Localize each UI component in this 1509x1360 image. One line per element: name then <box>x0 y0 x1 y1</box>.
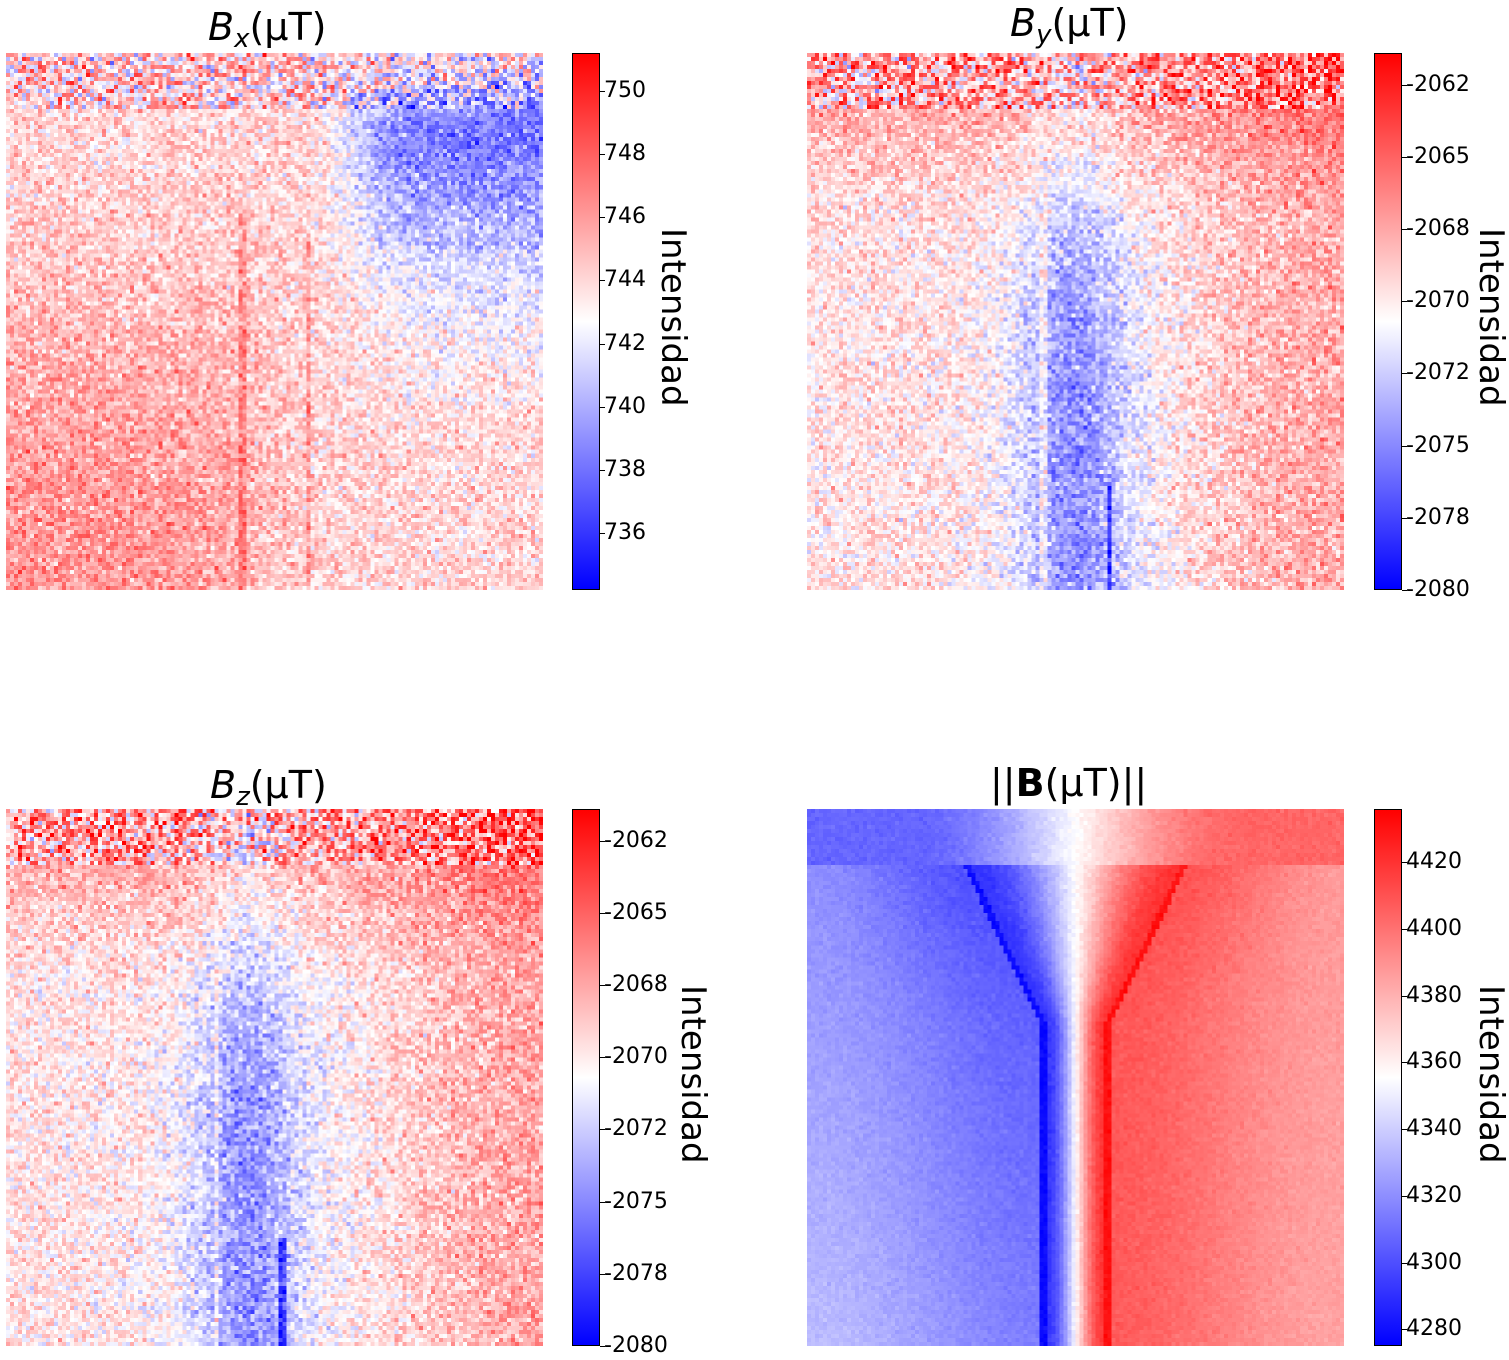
colorbar-tick <box>600 407 605 408</box>
by-heatmap <box>807 53 1344 590</box>
colorbar-tick <box>600 280 605 281</box>
colorbar-tick-label: -2080 <box>1406 577 1470 602</box>
colorbar-tick-label: 4380 <box>1406 983 1462 1008</box>
colorbar-tick-label: -2062 <box>1406 72 1470 97</box>
colorbar-tick-label: -2078 <box>1406 505 1470 530</box>
colorbar-tick <box>600 91 605 92</box>
colorbar-tick-label: -2075 <box>604 1189 668 1214</box>
colorbar-tick <box>600 985 605 986</box>
colorbar-tick <box>1402 301 1407 302</box>
colorbar-tick-label: 736 <box>604 520 646 545</box>
colorbar-tick <box>600 217 605 218</box>
colorbar-tick <box>600 1202 605 1203</box>
by-colorbar-label: Intensidad <box>1471 228 1509 407</box>
colorbar-tick-label: 4360 <box>1406 1049 1462 1074</box>
colorbar-tick-label: 744 <box>604 267 646 292</box>
colorbar-tick <box>600 1274 605 1275</box>
bx-heatmap <box>6 53 543 590</box>
bmag-heatmap <box>807 809 1344 1346</box>
colorbar-tick <box>1402 862 1407 863</box>
bx-colorbar <box>572 53 600 590</box>
bx-colorbar-label: Intensidad <box>653 228 693 407</box>
colorbar-tick-label: -2070 <box>1406 288 1470 313</box>
bz-heatmap <box>6 809 543 1346</box>
colorbar-tick-label: 750 <box>604 78 646 103</box>
colorbar-tick-label: 4340 <box>1406 1116 1462 1141</box>
colorbar-tick-label: 738 <box>604 457 646 482</box>
colorbar-tick-label: -2068 <box>1406 216 1470 241</box>
bx-title: Bx(μT) <box>208 5 327 54</box>
colorbar-tick-label: -2078 <box>604 1261 668 1286</box>
colorbar-tick-label: 4420 <box>1406 849 1462 874</box>
colorbar-tick-label: 748 <box>604 141 646 166</box>
colorbar-tick-label: -2065 <box>604 900 668 925</box>
colorbar-tick <box>600 344 605 345</box>
colorbar-tick <box>1402 1329 1407 1330</box>
colorbar-tick <box>1402 996 1407 997</box>
colorbar-tick-label: 740 <box>604 394 646 419</box>
colorbar-tick <box>600 841 605 842</box>
colorbar-tick <box>1402 373 1407 374</box>
colorbar-tick <box>1402 1062 1407 1063</box>
colorbar-tick <box>1402 1129 1407 1130</box>
colorbar-tick <box>1402 229 1407 230</box>
colorbar-tick-label: 746 <box>604 204 646 229</box>
by-title: By(μT) <box>1010 1 1129 50</box>
colorbar-tick <box>1402 1263 1407 1264</box>
colorbar-tick <box>1402 157 1407 158</box>
colorbar-tick-label: -2062 <box>604 828 668 853</box>
colorbar-tick <box>600 533 605 534</box>
colorbar-tick <box>600 1346 605 1347</box>
bmag-colorbar <box>1374 809 1402 1346</box>
colorbar-tick-label: -2072 <box>1406 360 1470 385</box>
bmag-title: ||B(μT)|| <box>990 761 1148 805</box>
colorbar-tick <box>1402 929 1407 930</box>
colorbar-tick <box>600 1129 605 1130</box>
colorbar-tick-label: -2070 <box>604 1044 668 1069</box>
colorbar-tick-label: -2080 <box>604 1333 668 1358</box>
bz-colorbar-label: Intensidad <box>673 985 713 1164</box>
colorbar-tick <box>600 913 605 914</box>
colorbar-tick <box>1402 518 1407 519</box>
colorbar-tick <box>1402 1196 1407 1197</box>
bmag-colorbar-label: Intensidad <box>1471 985 1509 1164</box>
colorbar-tick <box>1402 85 1407 86</box>
colorbar-tick-label: -2075 <box>1406 433 1470 458</box>
colorbar-tick-label: 4300 <box>1406 1250 1462 1275</box>
colorbar-tick-label: -2068 <box>604 972 668 997</box>
colorbar-tick-label: -2065 <box>1406 144 1470 169</box>
bz-colorbar <box>572 809 600 1346</box>
colorbar-tick <box>600 470 605 471</box>
colorbar-tick-label: 4320 <box>1406 1183 1462 1208</box>
colorbar-tick-label: 742 <box>604 331 646 356</box>
bz-title: Bz(μT) <box>210 763 327 812</box>
colorbar-tick <box>1402 590 1407 591</box>
colorbar-tick <box>600 154 605 155</box>
by-colorbar <box>1374 53 1402 590</box>
colorbar-tick <box>1402 446 1407 447</box>
colorbar-tick-label: 4400 <box>1406 916 1462 941</box>
colorbar-tick-label: -2072 <box>604 1116 668 1141</box>
colorbar-tick <box>600 1057 605 1058</box>
colorbar-tick-label: 4280 <box>1406 1316 1462 1341</box>
